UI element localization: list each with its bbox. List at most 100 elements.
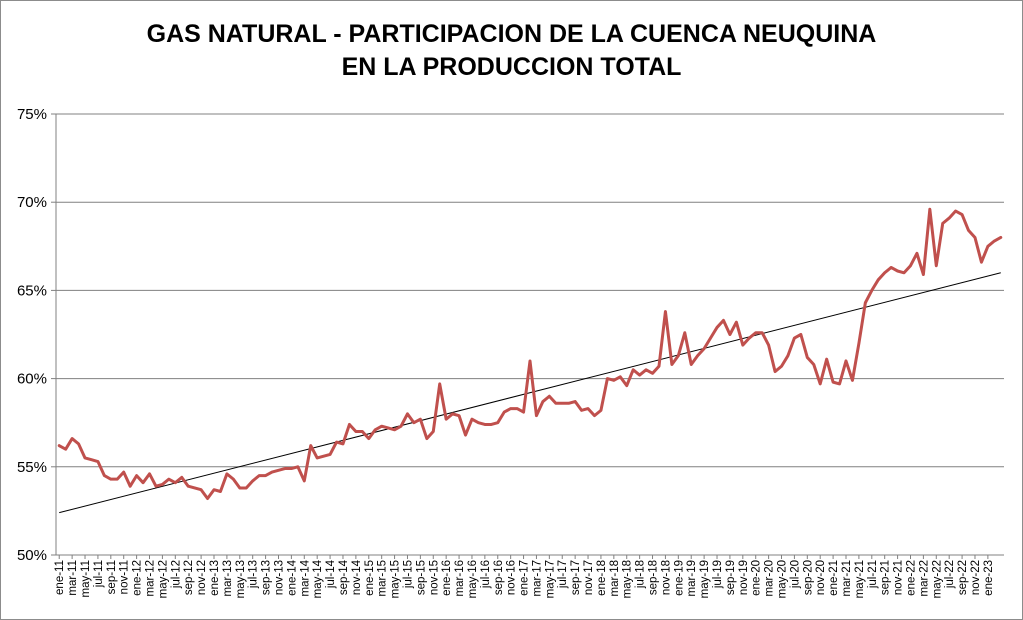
data-point — [844, 359, 848, 363]
x-tick-label: ene-14 — [286, 559, 298, 595]
data-point — [722, 319, 725, 322]
data-point — [947, 216, 951, 220]
data-point — [631, 368, 635, 371]
data-point — [257, 474, 261, 477]
data-point — [219, 490, 222, 493]
data-point — [786, 354, 790, 357]
data-point — [90, 458, 93, 461]
data-point — [322, 455, 325, 458]
data-point — [928, 208, 932, 211]
x-tick-label: sep-17 — [570, 560, 582, 595]
data-point — [315, 456, 319, 460]
y-tick-label: 50% — [17, 547, 47, 564]
data-point — [586, 407, 590, 410]
data-point — [986, 245, 990, 248]
x-tick-label: ene-18 — [596, 560, 608, 596]
x-tick-label: jul-22 — [944, 560, 956, 589]
data-point — [509, 407, 512, 410]
data-point — [606, 377, 609, 380]
data-point — [799, 333, 803, 336]
x-tick-label: jul-16 — [480, 560, 492, 589]
trendline — [59, 272, 1001, 514]
x-tick-label: may-21 — [854, 560, 866, 598]
data-point — [96, 460, 100, 463]
x-tick-label: nov-19 — [738, 560, 750, 595]
x-tick-label: jul-17 — [557, 560, 569, 589]
y-tick-label: 65% — [17, 282, 47, 299]
x-tick-label: mar-17 — [531, 560, 543, 596]
x-tick-label: nov-21 — [893, 560, 905, 595]
data-point — [870, 289, 873, 292]
data-point — [393, 428, 396, 431]
data-point — [380, 425, 383, 428]
data-point — [103, 474, 106, 477]
data-point — [696, 354, 699, 357]
data-point — [806, 356, 809, 359]
x-tick-label: nov-11 — [119, 560, 131, 594]
data-point — [935, 264, 938, 267]
data-point — [573, 400, 577, 403]
data-point — [335, 440, 338, 444]
data-point — [793, 336, 796, 340]
series-group — [57, 207, 1003, 514]
data-point — [361, 430, 364, 433]
x-tick-label: jul-13 — [248, 560, 260, 589]
data-point — [451, 412, 454, 416]
x-tick-label: jul-21 — [867, 560, 879, 589]
x-tick-label: mar-18 — [609, 560, 621, 596]
data-point — [483, 423, 487, 426]
data-point — [154, 485, 158, 488]
data-point — [374, 428, 377, 431]
x-tick-label: mar-19 — [686, 560, 698, 596]
data-point — [993, 239, 996, 243]
data-point — [296, 465, 300, 468]
data-point — [683, 331, 686, 334]
data-point — [954, 209, 957, 213]
x-tick-label: nov-15 — [428, 560, 440, 595]
x-tick-label: jul-19 — [712, 560, 724, 589]
data-point — [902, 271, 906, 274]
y-tick-label: 75% — [17, 106, 47, 123]
x-tick-label: may-16 — [467, 560, 479, 598]
data-point — [593, 414, 596, 417]
data-point — [470, 417, 474, 421]
data-point — [70, 437, 74, 440]
x-tick-label: may-12 — [157, 560, 169, 598]
x-tick-label: ene-20 — [751, 560, 763, 596]
data-point — [174, 481, 177, 484]
data-point — [535, 414, 538, 417]
chart-title-line-2: EN LA PRODUCCION TOTAL — [341, 53, 682, 81]
x-tick-label: may-17 — [544, 560, 556, 598]
data-point — [386, 426, 390, 430]
x-tick-label: jul-18 — [635, 560, 647, 589]
data-point — [232, 477, 235, 481]
data-point — [193, 486, 196, 490]
data-point — [180, 476, 183, 479]
data-point — [206, 497, 209, 500]
x-tick-label: sep-21 — [880, 560, 892, 595]
x-tick-label: may-22 — [931, 560, 943, 598]
x-tick-label: jul-15 — [402, 560, 414, 589]
data-point — [754, 331, 757, 334]
data-point — [728, 333, 732, 336]
data-point — [528, 359, 532, 363]
x-tick-label: ene-21 — [828, 560, 840, 596]
x-tick-label: mar-12 — [145, 560, 157, 596]
data-point — [58, 444, 61, 447]
x-tick-label: nov-16 — [506, 560, 518, 595]
data-point — [425, 437, 429, 440]
data-point — [812, 363, 815, 366]
data-point — [199, 488, 203, 491]
data-point — [883, 271, 886, 274]
data-point — [651, 372, 654, 375]
data-point — [490, 423, 493, 426]
chart-title-line-1: GAS NATURAL - PARTICIPACION DE LA CUENCA… — [146, 20, 877, 48]
data-point — [773, 370, 777, 373]
x-tick-label: sep-22 — [957, 560, 969, 595]
x-tick-label: ene-17 — [519, 560, 531, 596]
data-point — [238, 486, 241, 490]
data-point — [922, 273, 925, 276]
data-point — [328, 453, 332, 456]
data-point — [677, 354, 680, 357]
